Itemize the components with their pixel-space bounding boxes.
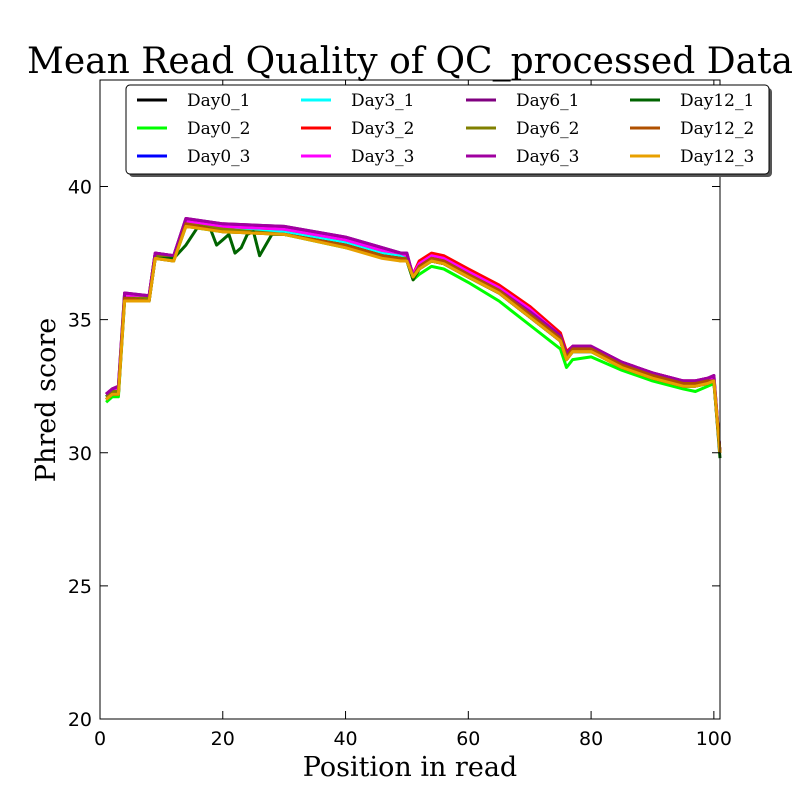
x-tick-label: 100 <box>696 728 732 750</box>
series-line-day0-1 <box>105 222 722 453</box>
x-tick-label: 0 <box>94 728 106 750</box>
series-line-day0-3 <box>105 219 722 453</box>
y-axis-label: Phred score <box>31 318 62 482</box>
legend-label: Day0_1 <box>187 91 251 111</box>
legend-label: Day0_3 <box>187 147 251 167</box>
series-line-day6-1 <box>105 217 722 453</box>
series-line-day3-2 <box>105 219 722 453</box>
legend-label: Day3_1 <box>351 91 415 111</box>
y-tick-label: 35 <box>68 310 92 332</box>
series-line-day12-1 <box>105 224 722 459</box>
series-line-day6-3 <box>105 217 722 453</box>
x-tick-label: 40 <box>333 728 357 750</box>
series-line-day6-2 <box>105 222 722 453</box>
legend-label: Day3_3 <box>351 147 415 167</box>
x-tick-label: 80 <box>579 728 603 750</box>
series-line-day3-1 <box>105 222 722 453</box>
y-tick-label: 30 <box>68 443 92 465</box>
x-tick-label: 20 <box>211 728 235 750</box>
legend-label: Day6_1 <box>516 91 580 111</box>
plot-frame <box>99 79 721 720</box>
chart-title: Mean Read Quality of QC_processed Data <box>27 41 793 82</box>
legend-box <box>125 84 770 175</box>
legend-label: Day0_2 <box>187 119 251 139</box>
y-tick-label: 40 <box>68 177 92 199</box>
legend-label: Day12_1 <box>680 91 754 111</box>
series-line-day12-2 <box>105 222 722 453</box>
y-tick-label: 25 <box>68 576 92 598</box>
legend-label: Day6_3 <box>516 147 580 167</box>
x-axis-label: Position in read <box>303 752 517 783</box>
legend-label: Day3_2 <box>351 119 415 139</box>
series-line-day0-2 <box>105 224 722 453</box>
legend: Day0_1 Day0_2 Day0_3 Day3_1 Day3_2 Day3_3 Day6… <box>125 84 772 177</box>
x-tick-label: 60 <box>456 728 480 750</box>
legend-label: Day6_2 <box>516 119 580 139</box>
legend-label: Day12_2 <box>680 119 754 139</box>
legend-label: Day12_3 <box>680 147 754 167</box>
series-line-day12-3 <box>105 224 722 453</box>
y-tick-label: 20 <box>68 709 92 731</box>
series-line-day3-3 <box>105 219 722 453</box>
